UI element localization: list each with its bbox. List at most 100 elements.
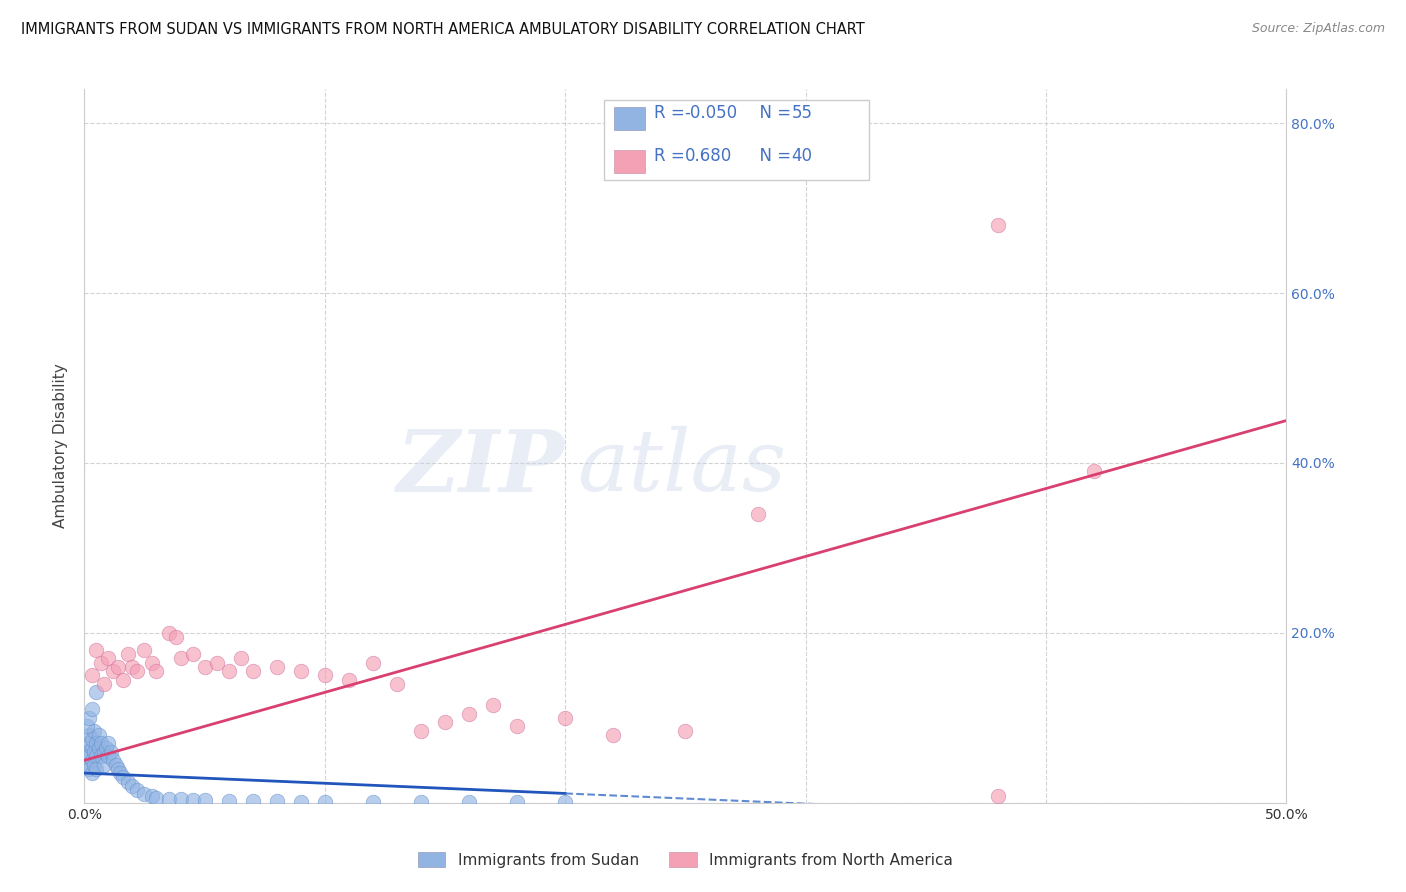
Point bbox=[145, 664, 167, 678]
Text: 40: 40 bbox=[792, 147, 813, 165]
Point bbox=[127, 664, 149, 678]
Point bbox=[80, 740, 103, 755]
Point bbox=[409, 795, 432, 809]
Point bbox=[987, 789, 1010, 803]
Point bbox=[93, 677, 115, 691]
Point bbox=[602, 728, 624, 742]
Point bbox=[181, 793, 204, 807]
Point bbox=[80, 766, 103, 780]
Point bbox=[80, 732, 103, 747]
Text: N =: N = bbox=[749, 104, 797, 122]
Point bbox=[94, 740, 117, 755]
Point bbox=[83, 745, 105, 759]
Point bbox=[77, 728, 100, 742]
Point bbox=[87, 740, 110, 755]
Point bbox=[157, 791, 180, 805]
Point bbox=[385, 677, 408, 691]
Point bbox=[80, 702, 103, 716]
Point bbox=[181, 647, 204, 661]
Point bbox=[482, 698, 505, 712]
Point bbox=[141, 656, 163, 670]
Point bbox=[409, 723, 432, 738]
Point bbox=[141, 789, 163, 803]
Point bbox=[103, 664, 125, 678]
Point bbox=[134, 643, 156, 657]
Point bbox=[100, 745, 122, 759]
Point bbox=[747, 507, 769, 521]
Point bbox=[76, 757, 98, 772]
Point bbox=[314, 668, 336, 682]
Point bbox=[169, 651, 191, 665]
Point bbox=[157, 626, 180, 640]
Point bbox=[290, 664, 312, 678]
Point bbox=[121, 660, 143, 674]
Point bbox=[554, 795, 576, 809]
Point bbox=[121, 779, 143, 793]
Point bbox=[169, 792, 191, 806]
Point bbox=[266, 660, 288, 674]
Point bbox=[127, 783, 149, 797]
Point bbox=[86, 685, 108, 699]
Point bbox=[361, 795, 384, 809]
Point bbox=[104, 757, 127, 772]
Point bbox=[110, 766, 132, 780]
Point bbox=[80, 668, 103, 682]
Point bbox=[86, 736, 108, 750]
Point bbox=[93, 745, 115, 759]
Point bbox=[80, 753, 103, 767]
Point bbox=[97, 749, 120, 764]
Point bbox=[76, 719, 98, 733]
Text: 55: 55 bbox=[792, 104, 813, 122]
Point bbox=[93, 757, 115, 772]
Point bbox=[675, 723, 697, 738]
Point bbox=[218, 664, 240, 678]
Point bbox=[266, 794, 288, 808]
Text: 0.680: 0.680 bbox=[685, 147, 733, 165]
Point bbox=[107, 660, 129, 674]
Point bbox=[229, 651, 252, 665]
Point bbox=[242, 794, 264, 808]
Point bbox=[337, 673, 360, 687]
Point bbox=[242, 664, 264, 678]
Text: Source: ZipAtlas.com: Source: ZipAtlas.com bbox=[1251, 22, 1385, 36]
Text: R =: R = bbox=[654, 104, 690, 122]
Point bbox=[165, 630, 187, 644]
Point bbox=[458, 795, 481, 809]
Text: atlas: atlas bbox=[578, 426, 786, 508]
Point bbox=[83, 757, 105, 772]
Point bbox=[194, 793, 217, 807]
Point bbox=[86, 643, 108, 657]
Point bbox=[290, 795, 312, 809]
Point bbox=[86, 749, 108, 764]
Point bbox=[506, 795, 529, 809]
Point bbox=[434, 715, 457, 730]
Point bbox=[97, 736, 120, 750]
Point bbox=[458, 706, 481, 721]
Point bbox=[77, 762, 100, 776]
Point bbox=[1083, 465, 1105, 479]
Point bbox=[77, 749, 100, 764]
Text: ZIP: ZIP bbox=[398, 425, 565, 509]
Point bbox=[117, 774, 139, 789]
Point bbox=[107, 762, 129, 776]
Point bbox=[506, 719, 529, 733]
Point bbox=[314, 795, 336, 809]
Y-axis label: Ambulatory Disability: Ambulatory Disability bbox=[53, 364, 69, 528]
Point bbox=[90, 749, 112, 764]
Point bbox=[90, 656, 112, 670]
Point bbox=[111, 770, 134, 784]
Point bbox=[205, 656, 228, 670]
Point bbox=[194, 660, 217, 674]
Point bbox=[103, 753, 125, 767]
Point bbox=[554, 711, 576, 725]
Text: N =: N = bbox=[749, 147, 797, 165]
Point bbox=[77, 711, 100, 725]
Point bbox=[218, 794, 240, 808]
Point bbox=[987, 218, 1010, 232]
Point bbox=[97, 651, 120, 665]
Legend: Immigrants from Sudan, Immigrants from North America: Immigrants from Sudan, Immigrants from N… bbox=[412, 846, 959, 873]
Point bbox=[145, 790, 167, 805]
Point bbox=[83, 723, 105, 738]
Point bbox=[77, 736, 100, 750]
Point bbox=[117, 647, 139, 661]
